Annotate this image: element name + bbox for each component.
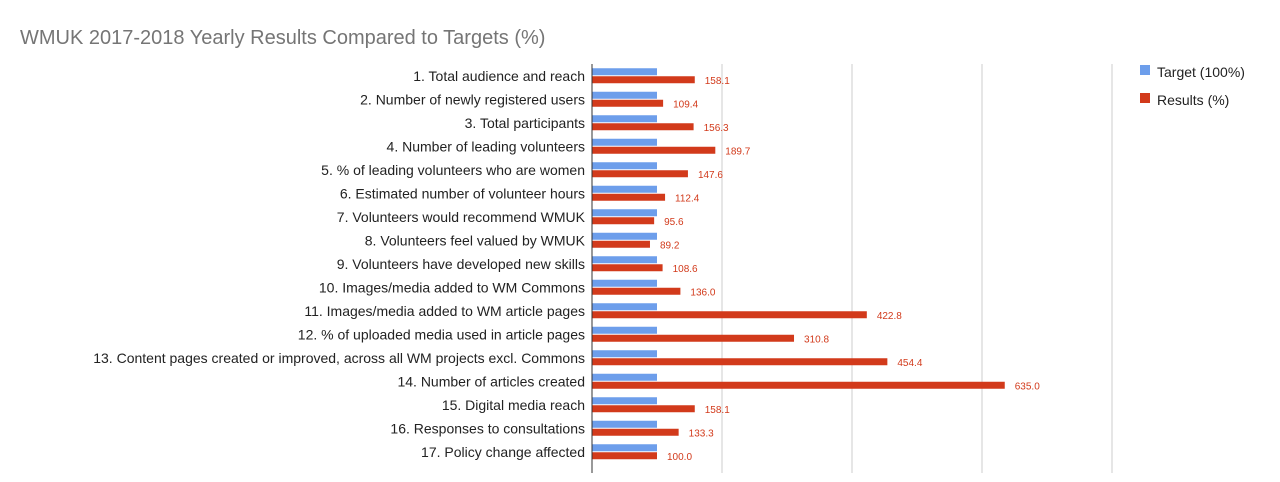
legend-swatch-target (1140, 65, 1150, 75)
category-label: 11. Images/media added to WM article pag… (304, 303, 585, 319)
bar-results[interactable] (592, 123, 694, 131)
bar-target[interactable] (592, 209, 657, 217)
legend[interactable]: Target (100%) Results (%) (1140, 64, 1245, 108)
category-label: 7. Volunteers would recommend WMUK (337, 209, 586, 225)
category-label: 17. Policy change affected (421, 444, 585, 460)
bar-target[interactable] (592, 444, 657, 452)
bar-results[interactable] (592, 287, 681, 295)
labels-layer: 1. Total audience and reach 158.1 2. Numbe… (93, 68, 1040, 463)
data-label-results: 136.0 (690, 287, 715, 298)
bar-results[interactable] (592, 264, 663, 272)
data-label-results: 454.4 (897, 358, 922, 369)
bar-results[interactable] (592, 311, 867, 319)
grid-layer (721, 64, 1113, 473)
data-label-results: 156.3 (704, 123, 729, 134)
data-label-results: 112.4 (675, 193, 700, 204)
bar-results[interactable] (592, 381, 1005, 389)
legend-label-target: Target (100%) (1157, 64, 1245, 80)
bar-results[interactable] (592, 170, 688, 178)
bar-target[interactable] (592, 256, 657, 264)
bar-target[interactable] (592, 232, 657, 240)
bar-target[interactable] (592, 91, 657, 99)
bar-target[interactable] (592, 373, 657, 381)
category-label: 14. Number of articles created (397, 373, 585, 389)
bar-target[interactable] (592, 138, 657, 146)
data-label-results: 422.8 (877, 311, 902, 322)
data-label-results: 635.0 (1015, 381, 1040, 392)
category-label: 16. Responses to consultations (390, 420, 585, 436)
bar-target[interactable] (592, 326, 657, 334)
bar-results[interactable] (592, 193, 666, 201)
bar-target[interactable] (592, 185, 657, 193)
data-label-results: 147.6 (698, 170, 723, 181)
category-label: 13. Content pages created or improved, a… (93, 350, 585, 366)
bar-target[interactable] (592, 350, 657, 358)
category-label: 10. Images/media added to WM Commons (319, 279, 585, 295)
bar-results[interactable] (592, 428, 679, 436)
category-label: 5. % of leading volunteers who are women (321, 162, 585, 178)
bar-target[interactable] (592, 420, 657, 428)
bar-target[interactable] (592, 303, 657, 311)
category-label: 3. Total participants (465, 115, 585, 131)
category-label: 9. Volunteers have developed new skills (337, 256, 585, 272)
data-label-results: 109.4 (673, 99, 698, 110)
data-label-results: 189.7 (725, 146, 750, 157)
bars-layer (592, 68, 1005, 460)
bar-results[interactable] (592, 76, 695, 84)
legend-label-results: Results (%) (1157, 92, 1229, 108)
category-label: 1. Total audience and reach (413, 68, 585, 84)
bar-results[interactable] (592, 217, 655, 225)
category-label: 12. % of uploaded media used in article … (298, 326, 585, 342)
data-label-results: 158.1 (705, 405, 730, 416)
chart-title: WMUK 2017-2018 Yearly Results Compared t… (20, 27, 545, 49)
bar-results[interactable] (592, 99, 664, 107)
data-label-results: 89.2 (660, 240, 680, 251)
bar-results[interactable] (592, 452, 657, 460)
bar-target[interactable] (592, 68, 657, 76)
data-label-results: 158.1 (705, 76, 730, 87)
data-label-results: 108.6 (673, 264, 698, 275)
data-label-results: 100.0 (667, 452, 692, 463)
category-label: 8. Volunteers feel valued by WMUK (365, 232, 586, 248)
bar-target[interactable] (592, 162, 657, 170)
bar-target[interactable] (592, 397, 657, 405)
category-label: 2. Number of newly registered users (360, 91, 585, 107)
category-label: 15. Digital media reach (442, 397, 585, 413)
bar-target[interactable] (592, 115, 657, 123)
category-label: 4. Number of leading volunteers (387, 138, 585, 154)
bar-results[interactable] (592, 405, 695, 413)
data-label-results: 133.3 (689, 428, 714, 439)
bar-results[interactable] (592, 146, 716, 154)
data-label-results: 95.6 (664, 217, 684, 228)
legend-swatch-results (1140, 93, 1150, 103)
category-label: 6. Estimated number of volunteer hours (340, 185, 585, 201)
bar-results[interactable] (592, 240, 650, 248)
data-label-results: 310.8 (804, 334, 829, 345)
bar-results[interactable] (592, 358, 888, 366)
bar-target[interactable] (592, 279, 657, 287)
bar-results[interactable] (592, 334, 795, 342)
